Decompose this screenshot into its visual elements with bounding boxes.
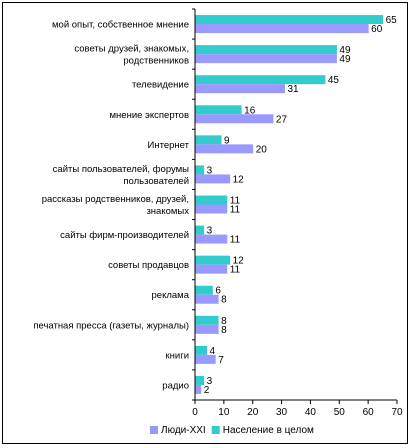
bar-value-label: 3 [207,226,213,237]
bar-value-label: 6 [215,286,221,297]
bar [195,114,274,124]
bar [195,375,205,385]
bar-value-label: 27 [276,114,288,125]
category-label: мой опыт, собственное мнение [52,20,189,31]
bar-value-label: 11 [230,196,241,207]
bar [195,234,228,244]
bar [195,285,213,295]
bar-value-label: 65 [386,15,398,26]
category-label-line: телевидение [132,80,189,91]
legend-swatch [150,426,158,434]
x-tick-label: 70 [391,407,403,418]
bar-value-label: 8 [221,325,227,336]
bar [195,144,254,154]
bar [195,105,242,115]
bar [195,84,285,94]
category-label-line: знакомых [146,206,189,217]
legend-label: Люди-XXI [161,425,206,436]
category-label-line: реклама [152,290,190,301]
category-label-line: Интернет [148,140,190,151]
category-label: сайты фирм-производителей [60,230,189,241]
category-label-line: радио [162,380,189,391]
bar [195,45,337,55]
bar [195,345,208,355]
x-tick-label: 60 [363,407,375,418]
bar-value-label: 3 [207,165,213,176]
bar [195,165,205,175]
bar-value-label: 49 [339,45,351,56]
bar-value-label: 2 [204,385,210,396]
category-label: мнение экспертов [110,110,189,121]
legend-swatch [211,426,220,434]
x-tick-label: 0 [192,407,198,418]
legend-label: Население в целом [223,425,314,436]
bar [195,135,222,145]
bar-value-label: 11 [230,205,241,216]
x-tick-label: 30 [276,407,288,418]
bar-value-label: 12 [233,174,245,185]
category-label: радио [162,380,189,391]
x-tick-label: 40 [305,407,317,418]
bar-value-label: 3 [207,376,213,387]
bar-value-label: 7 [218,355,224,366]
bar [195,75,326,85]
category-label-line: советы друзей, знакомых, [74,44,189,55]
category-label-line: мой опыт, собственное мнение [52,20,189,31]
category-label: печатная пресса (газеты, журналы) [33,320,189,331]
bar-value-label: 12 [233,256,245,267]
category-label-line: советы продавцов [108,260,189,271]
bar-value-label: 49 [339,54,351,65]
bar [195,24,369,34]
bar-value-label: 4 [210,346,216,357]
bar [195,264,228,274]
bar-value-label: 45 [328,75,340,86]
bar [195,204,228,214]
bar [195,255,231,265]
bar-value-label: 20 [256,144,268,155]
category-label: реклама [152,290,190,301]
category-label-line: родственников [123,56,189,67]
bar [195,225,205,235]
bar [195,315,219,325]
bar [195,174,231,184]
category-label: сайты пользователей, форумы пользователей [53,164,189,187]
bar [195,384,202,394]
x-tick-label: 20 [247,407,259,418]
bar [195,54,337,64]
bar [195,15,384,25]
category-label-line: сайты пользователей, форумы [53,164,189,175]
category-label-line: пользователей [123,176,189,187]
category-label-line: рассказы родственников, друзей, [42,194,189,205]
category-label-line: книги [166,350,189,361]
bar-value-label: 31 [287,84,299,95]
bar-value-label: 8 [221,316,227,327]
category-label: советы продавцов [108,260,189,271]
category-label-line: сайты фирм-производителей [60,230,189,241]
category-label: книги [166,350,189,361]
category-label: советы друзей, знакомых, родственников [74,44,189,67]
category-label: телевидение [132,80,189,91]
bar-value-label: 60 [371,24,383,35]
category-label-line: мнение экспертов [110,110,189,121]
bar-value-label: 11 [230,235,241,246]
x-tick-label: 10 [218,407,230,418]
bar-value-label: 9 [224,135,230,146]
bar [195,294,219,304]
x-tick-label: 50 [334,407,346,418]
bar-value-label: 16 [244,105,256,116]
bar-value-label: 8 [221,295,227,306]
bar [195,354,216,364]
category-label-line: печатная пресса (газеты, журналы) [33,320,189,331]
bar-value-label: 11 [230,265,241,276]
bar [195,195,228,205]
bar [195,324,219,334]
category-label: Интернет [148,140,190,151]
category-label: рассказы родственников, друзей, знакомых [42,194,190,217]
